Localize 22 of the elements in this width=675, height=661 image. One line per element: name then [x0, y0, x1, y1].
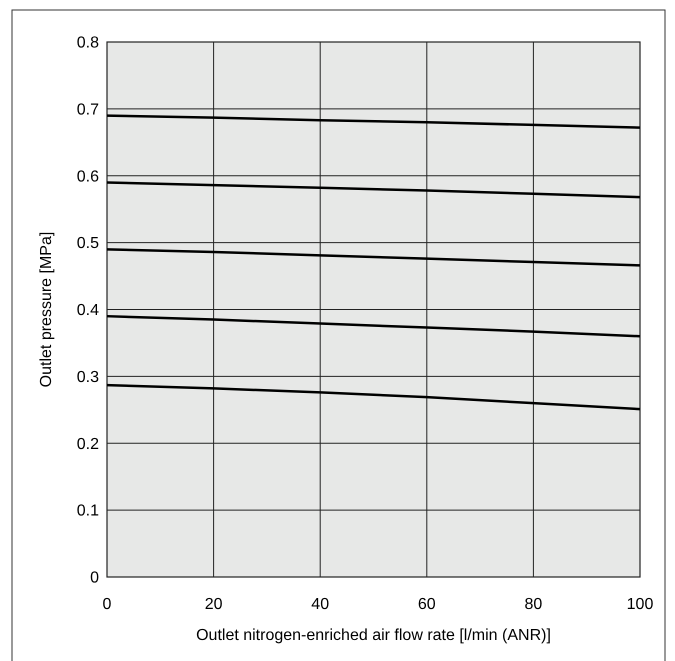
x-tick-label: 80	[524, 596, 542, 613]
line-series	[106, 314, 642, 338]
y-tick-label: 0.2	[76, 436, 100, 453]
y-tick-label: 0.1	[76, 502, 100, 520]
y-tick-label: 0.4	[76, 302, 100, 320]
x-axis-title: Outlet nitrogen-enriched air flow rate [l/min (ANR)]	[196, 627, 551, 644]
y-tick-label: 0.5	[76, 235, 100, 252]
x-tick-label: 100	[626, 596, 654, 613]
y-tick-label: 0.3	[76, 368, 100, 386]
y-tick-label: 0.7	[76, 101, 100, 118]
x-tick-label: 0	[102, 596, 112, 613]
line-series	[106, 181, 642, 198]
x-tick-label: 40	[311, 596, 330, 613]
y-axis-title: Outlet pressure [MPa]	[38, 232, 55, 388]
line-series	[106, 248, 642, 267]
y-tick-label: 0.8	[76, 34, 100, 52]
line-series	[106, 114, 642, 129]
line-series	[106, 384, 642, 410]
x-tick-label: 20	[204, 596, 223, 613]
y-tick-label: 0	[90, 570, 100, 587]
y-tick-label: 0.6	[76, 168, 100, 186]
x-tick-label: 60	[418, 596, 436, 613]
